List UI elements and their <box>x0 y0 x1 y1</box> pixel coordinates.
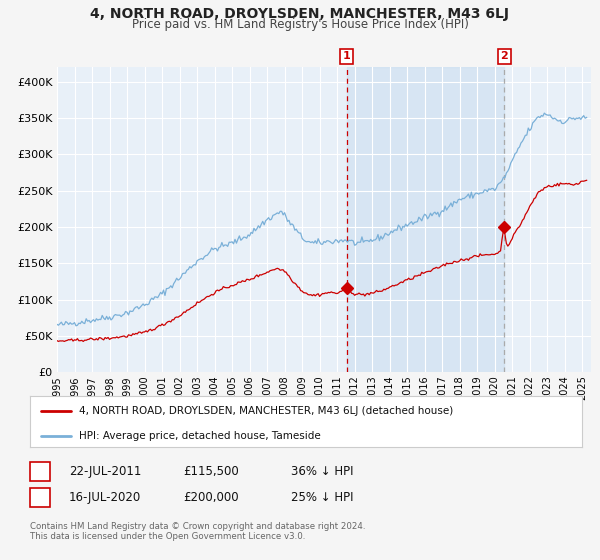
Text: 2: 2 <box>36 491 44 504</box>
Text: 4, NORTH ROAD, DROYLSDEN, MANCHESTER, M43 6LJ (detached house): 4, NORTH ROAD, DROYLSDEN, MANCHESTER, M4… <box>79 405 453 416</box>
Text: Contains HM Land Registry data © Crown copyright and database right 2024.
This d: Contains HM Land Registry data © Crown c… <box>30 522 365 542</box>
Text: HPI: Average price, detached house, Tameside: HPI: Average price, detached house, Tame… <box>79 431 320 441</box>
Bar <box>347 67 504 372</box>
Text: £115,500: £115,500 <box>183 465 239 478</box>
Text: 22-JUL-2011: 22-JUL-2011 <box>69 465 142 478</box>
Text: 1: 1 <box>343 52 350 62</box>
Text: 16-JUL-2020: 16-JUL-2020 <box>69 491 141 504</box>
Text: 4, NORTH ROAD, DROYLSDEN, MANCHESTER, M43 6LJ: 4, NORTH ROAD, DROYLSDEN, MANCHESTER, M4… <box>91 7 509 21</box>
Text: Price paid vs. HM Land Registry's House Price Index (HPI): Price paid vs. HM Land Registry's House … <box>131 18 469 31</box>
Text: 2: 2 <box>500 52 508 62</box>
Text: 25% ↓ HPI: 25% ↓ HPI <box>291 491 353 504</box>
Text: 1: 1 <box>36 465 44 478</box>
Text: 36% ↓ HPI: 36% ↓ HPI <box>291 465 353 478</box>
Text: £200,000: £200,000 <box>183 491 239 504</box>
